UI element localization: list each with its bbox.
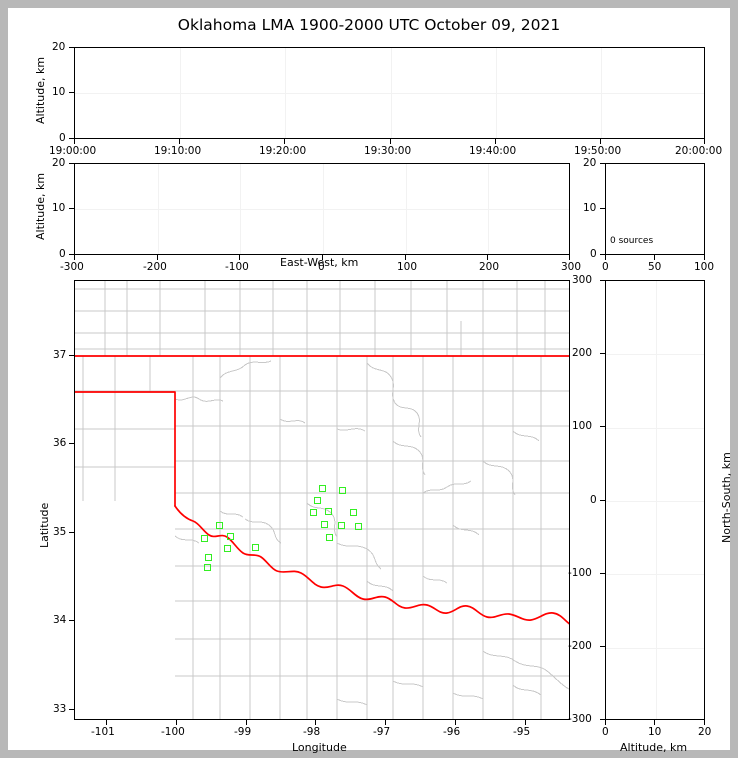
lma-station-marker: [350, 509, 357, 516]
p2-xtick-4: 100: [397, 261, 418, 273]
lma-station-marker: [310, 509, 317, 516]
p3-xtick-50: 50: [648, 261, 662, 273]
lma-station-marker: [355, 523, 362, 530]
figure-title: Oklahoma LMA 1900-2000 UTC October 09, 2…: [177, 16, 561, 34]
latitude-longitude-map-panel: [74, 280, 570, 720]
lma-station-marker: [205, 554, 212, 561]
p2-xtick-5: 200: [479, 261, 500, 273]
lma-station-marker: [216, 522, 223, 529]
map-xlabel: Longitude: [292, 741, 347, 754]
lma-station-marker: [338, 522, 345, 529]
lma-figure: Oklahoma LMA 1900-2000 UTC October 09, 2…: [8, 8, 733, 754]
p2-ytick-0: 0: [59, 248, 66, 260]
map-geography: [75, 281, 569, 719]
p2-xtick-3: 0: [318, 261, 325, 273]
map-xtick-6: -95: [513, 726, 531, 738]
p1-xtick-4: 19:40:00: [469, 145, 517, 157]
p5-xtick-20: 20: [698, 726, 712, 738]
source-count-annotation: 0 sources: [610, 236, 654, 246]
p3-ytick-10: 10: [583, 202, 597, 214]
p1-xtick-2: 19:20:00: [259, 145, 307, 157]
p2-ylabel: Altitude, km: [34, 172, 47, 240]
lma-station-marker: [325, 508, 332, 515]
p2-xlabel: East-West, km: [280, 256, 359, 269]
map-xtick-4: -97: [373, 726, 391, 738]
map-xtick-0: -101: [91, 726, 115, 738]
map-xtick-3: -98: [303, 726, 321, 738]
p2-xtick-6: 300: [561, 261, 582, 273]
p5-ytick-100: 100: [572, 420, 593, 432]
map-ytick-37: 37: [53, 349, 67, 361]
lma-station-marker: [321, 521, 328, 528]
p2-ytick-10: 10: [52, 202, 66, 214]
p2-xtick-0: -300: [60, 261, 84, 273]
p1-ytick-10: 10: [52, 86, 66, 98]
map-ytick-36: 36: [53, 437, 67, 449]
p3-xtick-0: 0: [602, 261, 609, 273]
p3-xtick-100: 100: [694, 261, 715, 273]
map-xtick-1: -100: [161, 726, 185, 738]
p3-ytick-0: 0: [590, 248, 597, 260]
p1-ytick-0: 0: [59, 132, 66, 144]
p5-ytick-neg100: -100: [568, 567, 592, 579]
p5-ylabel: North-South, km: [720, 452, 733, 543]
p1-ylabel: Altitude, km: [34, 56, 47, 124]
p5-xtick-0: 0: [602, 726, 609, 738]
p2-xtick-2: -100: [225, 261, 249, 273]
p5-ytick-neg300: -300: [568, 713, 592, 725]
lma-station-marker: [314, 497, 321, 504]
p1-xtick-5: 19:50:00: [574, 145, 622, 157]
p3-ytick-20: 20: [583, 157, 597, 169]
time-altitude-panel: [74, 47, 705, 139]
map-ylabel: Latitude: [38, 502, 51, 548]
p5-xtick-10: 10: [648, 726, 662, 738]
lma-station-marker: [319, 485, 326, 492]
p2-ytick-20: 20: [52, 157, 66, 169]
lma-station-marker: [201, 535, 208, 542]
p5-xlabel: Altitude, km: [620, 741, 688, 754]
lma-station-marker: [252, 544, 259, 551]
north-south-altitude-panel: [605, 280, 705, 720]
p1-xtick-1: 19:10:00: [154, 145, 202, 157]
lma-station-marker: [204, 564, 211, 571]
lma-station-marker: [224, 545, 231, 552]
p2-xtick-1: -200: [143, 261, 167, 273]
p1-xtick-0: 19:00:00: [49, 145, 97, 157]
lma-station-marker: [326, 534, 333, 541]
source-histogram-panel: 0 sources: [605, 163, 705, 255]
p5-ytick-200: 200: [572, 347, 593, 359]
lma-station-marker: [339, 487, 346, 494]
p1-xtick-3: 19:30:00: [364, 145, 412, 157]
map-ytick-33: 33: [53, 703, 67, 715]
p5-ytick-neg200: -200: [568, 640, 592, 652]
p1-ytick-20: 20: [52, 41, 66, 53]
map-ytick-34: 34: [53, 614, 67, 626]
map-xtick-5: -96: [443, 726, 461, 738]
p5-ytick-300: 300: [572, 274, 593, 286]
east-west-altitude-panel: [74, 163, 570, 255]
lma-station-marker: [227, 533, 234, 540]
p5-ytick-0: 0: [590, 494, 597, 506]
map-xtick-2: -99: [234, 726, 252, 738]
map-ytick-35: 35: [53, 526, 67, 538]
p1-xtick-6: 20:00:00: [675, 145, 723, 157]
